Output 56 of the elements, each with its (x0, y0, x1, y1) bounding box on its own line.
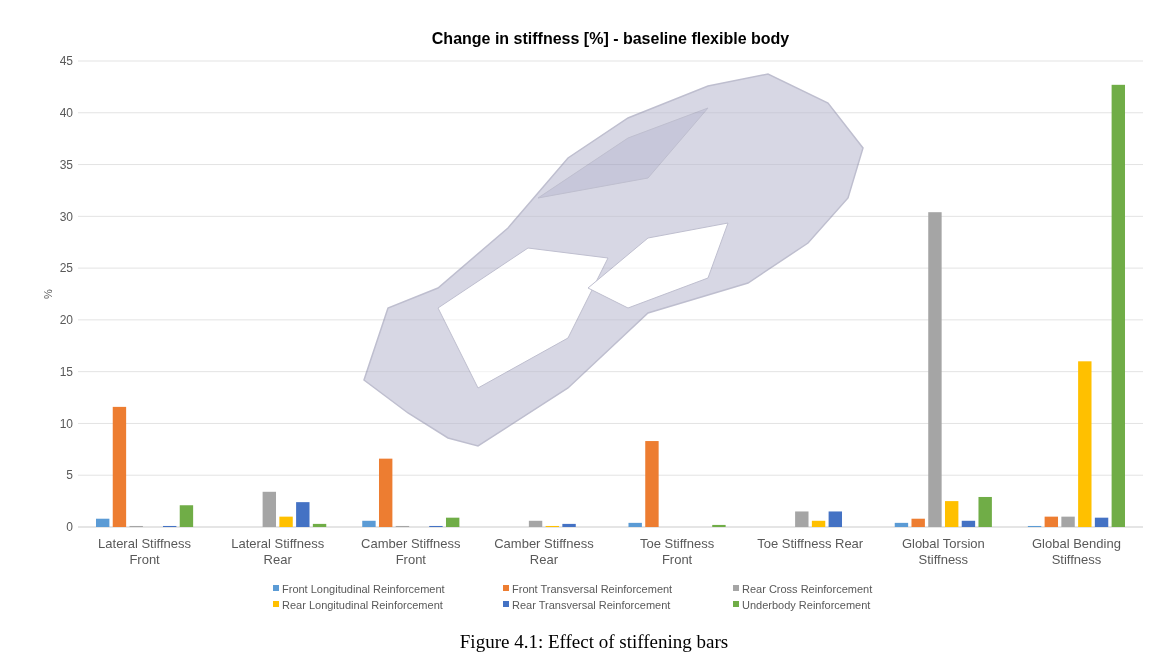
bar (445, 517, 460, 527)
bar (562, 523, 576, 527)
bar (645, 441, 659, 527)
y-tick-label: 40 (59, 105, 74, 120)
y-tick-label: 10 (59, 416, 74, 431)
bar (828, 511, 843, 527)
bar (312, 523, 327, 527)
bar (911, 518, 925, 527)
bar (928, 212, 942, 527)
bar (95, 518, 110, 527)
legend-label: Rear Cross Reinforcement (742, 582, 873, 595)
bar (179, 505, 194, 527)
bar (378, 458, 393, 527)
y-tick-label: 30 (59, 209, 74, 224)
bar (978, 496, 992, 527)
bar (262, 491, 277, 527)
legend-label: Rear Longitudinal Reinforcement (282, 598, 443, 611)
bar (362, 520, 376, 527)
bar (296, 502, 310, 527)
bar (811, 520, 826, 527)
y-tick-label: 5 (66, 468, 74, 483)
bar (795, 511, 809, 527)
bar (279, 516, 293, 527)
legend-label: Front Transversal Reinforcement (512, 582, 673, 595)
chart-title: Change in stiffness [%] - baseline flexible body (431, 30, 790, 47)
y-tick-label: 25 (59, 261, 74, 276)
bar (628, 522, 642, 527)
legend-label: Front Longitudinal Reinforcement (282, 582, 445, 595)
bar (112, 406, 127, 527)
y-tick-label: 35 (59, 157, 74, 172)
y-tick-label: 20 (59, 313, 74, 328)
bar (528, 520, 543, 527)
y-tick-label: 45 (59, 54, 74, 69)
legend-label: Underbody Reinforcement (742, 598, 871, 611)
x-tick-label: Global Torsion Stiffness (901, 536, 985, 567)
bar (944, 501, 959, 527)
legend-label: Rear Transversal Reinforcement (512, 598, 671, 611)
x-tick-label: Lateral Stiffness Front (98, 536, 192, 567)
x-tick-label: Lateral Stiffness Rear (231, 536, 325, 567)
y-tick-label: 15 (59, 364, 74, 379)
x-tick-label: Toe Stiffness Front (639, 536, 715, 567)
bar (1044, 516, 1059, 527)
bar (1078, 361, 1092, 527)
bar (894, 522, 909, 527)
bar (961, 520, 976, 527)
x-tick-label: Toe Stiffness Rear (757, 536, 864, 551)
x-tick-label: Global Bending Stiffness (1031, 536, 1121, 567)
caption: Figure 4.1: Effect of stiffening bars (459, 631, 729, 652)
x-tick-label: Camber Stiffness Front (361, 536, 462, 567)
bar (1061, 516, 1075, 527)
y-axis-title: % (42, 288, 54, 299)
x-tick-label: Camber Stiffness Rear (494, 536, 595, 567)
y-tick-label: 0 (66, 520, 74, 535)
bar (1094, 517, 1109, 527)
bar (712, 524, 726, 527)
bar (1111, 84, 1126, 527)
